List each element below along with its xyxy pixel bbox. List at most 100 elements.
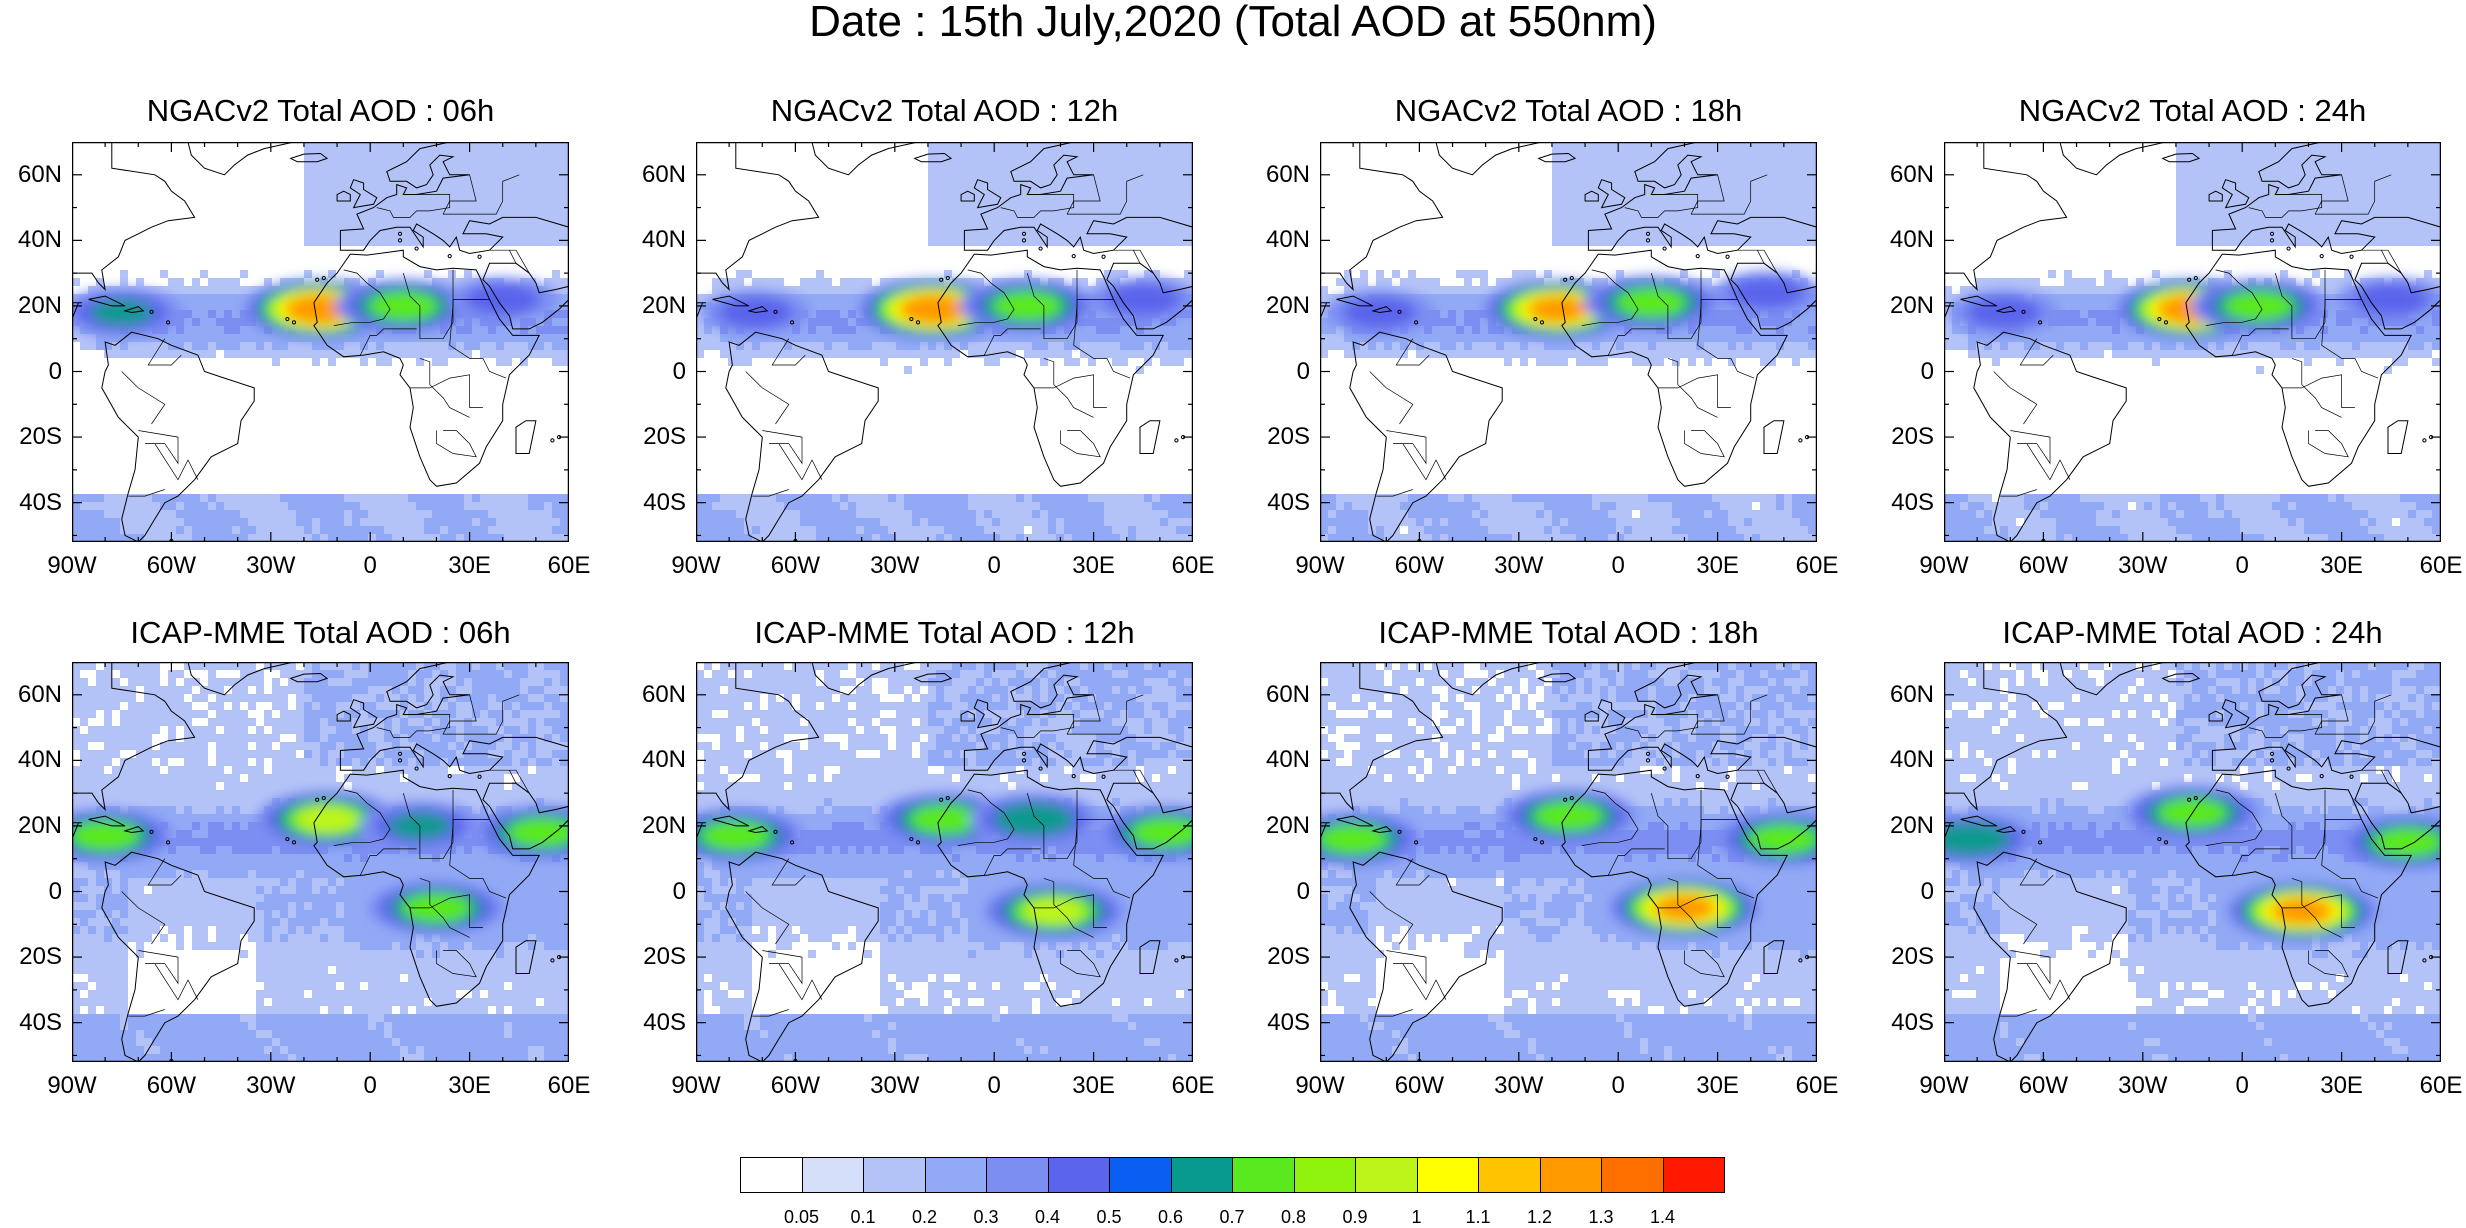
colorbar-label: 1.1 <box>1448 1207 1508 1228</box>
lon-tick-label: 0 <box>1583 554 1653 578</box>
aod-map <box>1944 662 2441 1062</box>
lon-tick-label: 90W <box>661 554 731 578</box>
aod-map <box>1320 142 1817 542</box>
colorbar-swatch <box>1417 1157 1480 1193</box>
lon-tick-label: 30W <box>236 554 306 578</box>
panel-title: ICAP-MME Total AOD : 24h <box>1884 617 2466 649</box>
lat-tick-label: 20N <box>2 294 62 318</box>
colorbar-label: 1.3 <box>1571 1207 1631 1228</box>
lon-tick-label: 30E <box>2307 554 2377 578</box>
lon-tick-label: 60E <box>1782 554 1852 578</box>
colorbar-label: 0.6 <box>1141 1207 1201 1228</box>
lon-tick-label: 30W <box>236 1074 306 1098</box>
lat-tick-label: 60N <box>2 163 62 187</box>
colorbar-label: 1 <box>1387 1207 1447 1228</box>
lon-tick-label: 0 <box>335 554 405 578</box>
lon-tick-label: 60W <box>760 554 830 578</box>
lat-tick-label: 60N <box>626 163 686 187</box>
plume-contour <box>72 821 140 850</box>
plume-contour <box>1320 824 1388 853</box>
lat-tick-label: 0 <box>2 880 62 904</box>
lat-tick-label: 40N <box>2 748 62 772</box>
colorbar-label: 0.8 <box>1264 1207 1324 1228</box>
lat-tick-label: 0 <box>1874 880 1934 904</box>
map-plot-area <box>696 142 1193 542</box>
lat-tick-label: 60N <box>1874 163 1934 187</box>
lat-tick-label: 60N <box>1874 683 1934 707</box>
lat-tick-label: 20N <box>1874 294 1934 318</box>
lat-tick-label: 0 <box>1874 360 1934 384</box>
lon-tick-label: 90W <box>1285 1074 1355 1098</box>
plume-contour <box>296 806 358 833</box>
lat-tick-label: 40S <box>2 1011 62 1035</box>
lon-tick-label: 0 <box>2207 1074 2277 1098</box>
lat-tick-label: 40S <box>1874 491 1934 515</box>
lon-tick-label: 30E <box>2307 1074 2377 1098</box>
lat-tick-label: 20N <box>1250 814 1310 838</box>
colorbar-label: 0.1 <box>833 1207 893 1228</box>
lat-tick-label: 20N <box>1250 294 1310 318</box>
colorbar-label: 0.2 <box>895 1207 955 1228</box>
lat-tick-label: 40N <box>626 228 686 252</box>
aod-map <box>696 142 1193 542</box>
lat-tick-label: 20S <box>2 945 62 969</box>
plume-contour <box>369 291 439 320</box>
colorbar-swatch <box>1109 1157 1172 1193</box>
lat-tick-label: 60N <box>2 683 62 707</box>
lat-tick-label: 40S <box>1250 491 1310 515</box>
lat-tick-label: 20N <box>2 814 62 838</box>
lat-tick-label: 20N <box>626 814 686 838</box>
panel-title: NGACv2 Total AOD : 12h <box>636 95 1253 127</box>
colorbar-label: 0.05 <box>772 1207 832 1228</box>
lat-tick-label: 20S <box>2 425 62 449</box>
colorbar-label: 0.9 <box>1325 1207 1385 1228</box>
lon-tick-label: 60E <box>534 1074 604 1098</box>
lon-tick-label: 60W <box>136 554 206 578</box>
lon-tick-label: 0 <box>1583 1074 1653 1098</box>
lon-tick-label: 30E <box>1059 554 1129 578</box>
map-plot-area <box>1320 662 1817 1062</box>
lon-tick-label: 60W <box>2008 554 2078 578</box>
plume-contour <box>1534 801 1604 830</box>
lon-tick-label: 90W <box>1909 1074 1979 1098</box>
panel-title: NGACv2 Total AOD : 24h <box>1884 95 2466 127</box>
lon-tick-label: 30W <box>1484 1074 1554 1098</box>
lat-tick-label: 60N <box>626 683 686 707</box>
lon-tick-label: 0 <box>335 1074 405 1098</box>
map-plot-area <box>72 662 569 1062</box>
colorbar-label: 0.4 <box>1018 1207 1078 1228</box>
colorbar-label: 0.3 <box>956 1207 1016 1228</box>
colorbar-swatch <box>1232 1157 1295 1193</box>
colorbar-label: 0.5 <box>1079 1207 1139 1228</box>
lat-tick-label: 0 <box>1250 360 1310 384</box>
lat-tick-label: 20S <box>1874 945 1934 969</box>
lon-tick-label: 90W <box>1909 554 1979 578</box>
lon-tick-label: 60W <box>2008 1074 2078 1098</box>
lat-tick-label: 60N <box>1250 683 1310 707</box>
lat-tick-label: 0 <box>1250 880 1310 904</box>
lon-tick-label: 30E <box>1059 1074 1129 1098</box>
lat-tick-label: 40N <box>1874 228 1934 252</box>
panel-title: ICAP-MME Total AOD : 06h <box>12 617 629 649</box>
lon-tick-label: 30E <box>435 554 505 578</box>
lat-tick-label: 40N <box>1874 748 1934 772</box>
lon-tick-label: 30W <box>2108 1074 2178 1098</box>
map-plot-area <box>1944 142 2441 542</box>
lon-tick-label: 60E <box>2406 1074 2466 1098</box>
lat-tick-label: 40N <box>2 228 62 252</box>
colorbar-swatch <box>1478 1157 1541 1193</box>
lon-tick-label: 60W <box>1384 1074 1454 1098</box>
aod-map <box>72 142 569 542</box>
colorbar-swatch <box>802 1157 865 1193</box>
lat-tick-label: 0 <box>626 360 686 384</box>
panel-title: ICAP-MME Total AOD : 18h <box>1260 617 1877 649</box>
lat-tick-label: 40S <box>626 491 686 515</box>
plume-contour <box>2224 291 2294 320</box>
panel-title: NGACv2 Total AOD : 18h <box>1260 95 1877 127</box>
lat-tick-label: 40S <box>1250 1011 1310 1035</box>
lat-tick-label: 20S <box>1874 425 1934 449</box>
lon-tick-label: 60E <box>534 554 604 578</box>
lon-tick-label: 60W <box>760 1074 830 1098</box>
colorbar-swatch <box>1171 1157 1234 1193</box>
colorbar-swatch <box>863 1157 926 1193</box>
